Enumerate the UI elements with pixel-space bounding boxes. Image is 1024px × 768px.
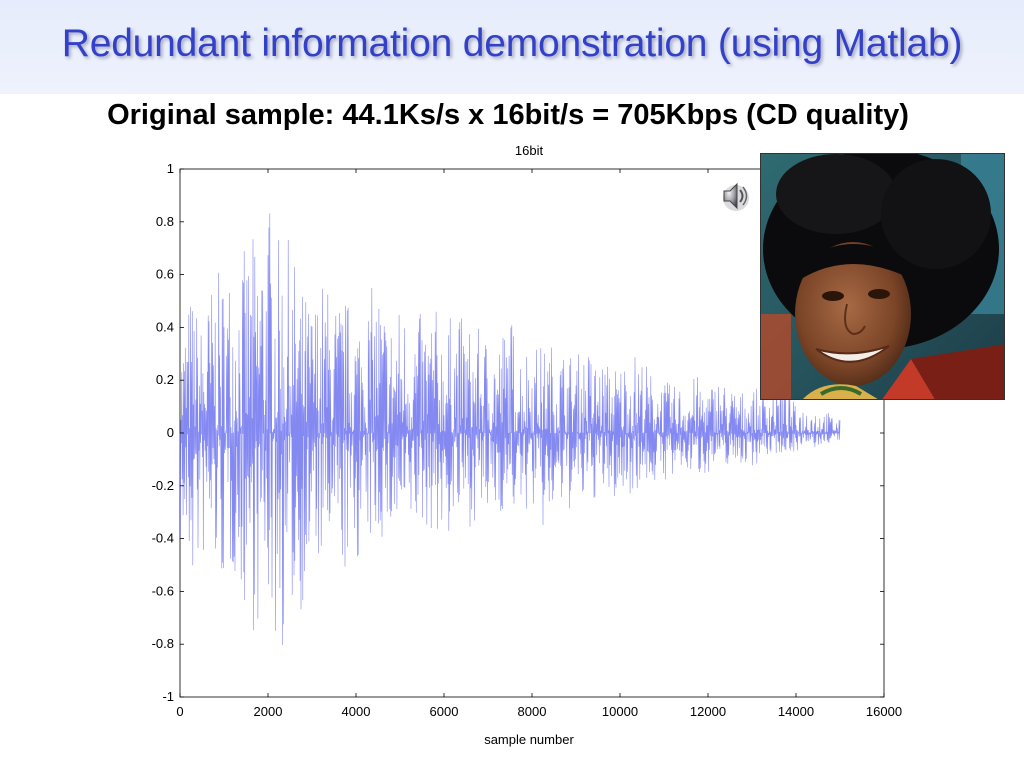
y-tick-label: 1 [167, 161, 174, 176]
x-tick-label: 16000 [866, 704, 902, 719]
y-tick-label: 0.8 [156, 214, 174, 229]
y-tick-label: 0.2 [156, 372, 174, 387]
y-tick-label: 0.6 [156, 267, 174, 282]
slide-title: Redundant information demonstration (usi… [61, 22, 963, 65]
chart-title: 16bit [515, 143, 544, 158]
x-tick-label: 0 [176, 704, 183, 719]
x-tick-label: 10000 [602, 704, 638, 719]
speaker-icon[interactable] [716, 178, 752, 214]
x-tick-label: 8000 [518, 704, 547, 719]
y-tick-label: 0.4 [156, 319, 174, 334]
y-tick-label: -0.4 [152, 531, 174, 546]
y-tick-label: -0.6 [152, 583, 174, 598]
x-tick-label: 6000 [430, 704, 459, 719]
x-tick-label: 12000 [690, 704, 726, 719]
y-tick-label: -1 [162, 689, 174, 704]
waveform-line [179, 213, 841, 645]
y-tick-label: 0 [167, 425, 174, 440]
slide-subtitle: Original sample: 44.1Ks/s x 16bit/s = 70… [107, 99, 909, 131]
y-tick-label: -0.2 [152, 478, 174, 493]
title-band [0, 0, 1024, 94]
x-tick-label: 4000 [342, 704, 371, 719]
x-tick-label: 14000 [778, 704, 814, 719]
portrait-photo [760, 153, 1005, 400]
y-tick-label: -0.8 [152, 636, 174, 651]
x-tick-label: 2000 [254, 704, 283, 719]
x-axis-label: sample number [484, 732, 574, 747]
